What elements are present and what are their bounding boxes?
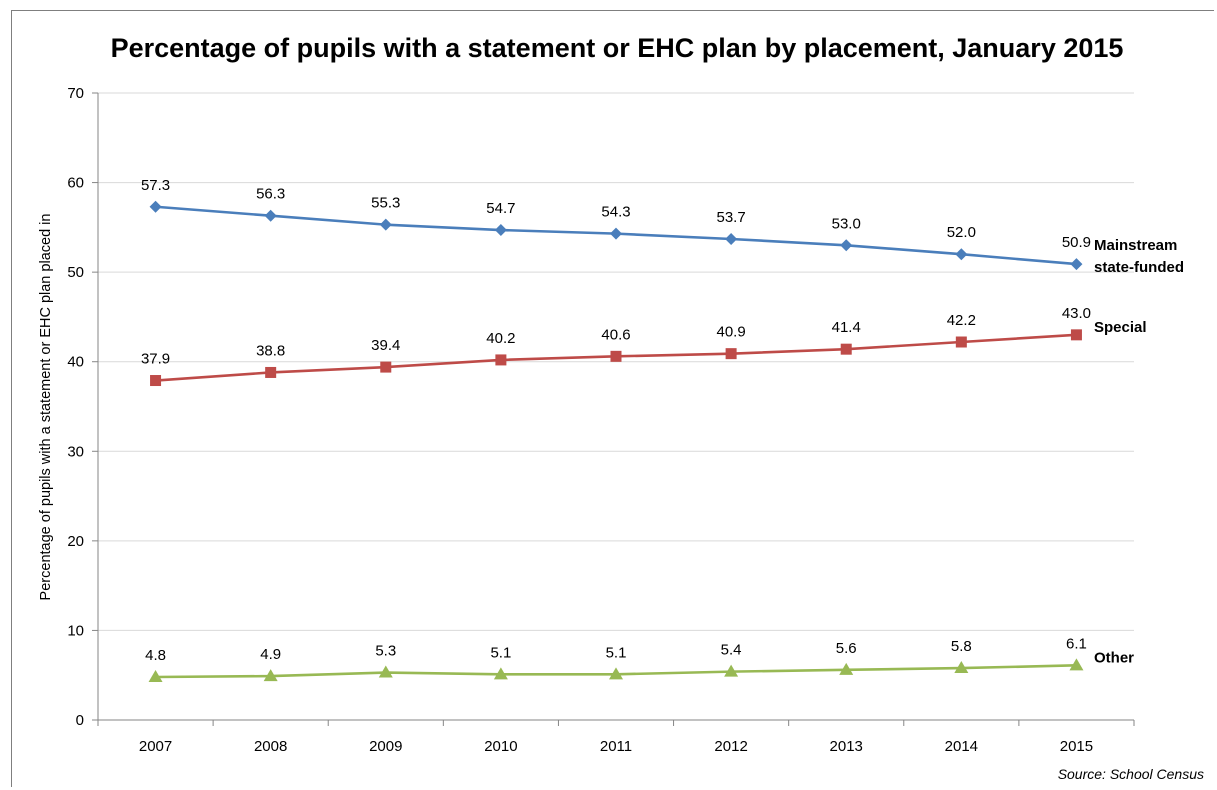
data-point-square <box>610 350 622 362</box>
data-point-diamond <box>149 200 162 213</box>
y-tick-label: 70 <box>67 85 84 102</box>
data-label: 54.7 <box>486 200 515 217</box>
data-point-square <box>955 336 967 348</box>
data-label: 5.3 <box>375 643 396 660</box>
series-layer: 57.3 56.3 55.3 54.7 54.3 53.7 53.0 52.0 50.9 Main… <box>141 177 1184 683</box>
data-label: 40.2 <box>486 330 515 347</box>
series-name-label: Mainstream <box>1094 237 1177 254</box>
data-point-triangle <box>148 670 163 683</box>
y-tick-label: 20 <box>67 533 84 550</box>
data-point-diamond <box>610 227 622 240</box>
series-group: 57.3 56.3 55.3 54.7 54.3 53.7 53.0 52.0 50.9 Main… <box>141 177 1184 276</box>
x-tick-label: 2013 <box>830 738 863 755</box>
data-label: 54.3 <box>601 204 630 221</box>
data-label: 57.3 <box>141 177 170 194</box>
data-point-triangle <box>609 667 623 680</box>
data-point-triangle <box>493 667 508 680</box>
data-label: 42.2 <box>947 312 976 329</box>
data-label: 41.4 <box>832 319 861 336</box>
data-label: 5.1 <box>490 644 511 661</box>
data-label: 40.6 <box>601 326 630 343</box>
data-point-diamond <box>264 209 277 222</box>
data-label: 52.0 <box>947 224 976 241</box>
data-point-triangle <box>954 661 969 674</box>
data-point-triangle <box>724 664 739 677</box>
data-point-square <box>380 361 392 373</box>
y-tick-label: 10 <box>67 622 84 639</box>
x-tick-label: 2015 <box>1060 738 1093 755</box>
data-point-square <box>150 375 162 387</box>
data-label: 56.3 <box>256 186 285 203</box>
y-tick-label: 60 <box>67 175 84 192</box>
data-point-square <box>1070 329 1082 341</box>
data-point-square <box>840 343 852 355</box>
data-label: 39.4 <box>371 337 400 354</box>
data-point-square <box>265 366 277 378</box>
x-tick-label: 2010 <box>484 738 517 755</box>
x-tick-label: 2008 <box>254 738 287 755</box>
x-tick-label: 2012 <box>714 738 747 755</box>
data-point-triangle <box>839 662 854 675</box>
data-label: 5.1 <box>606 644 627 661</box>
data-label: 4.9 <box>260 646 281 663</box>
data-point-diamond <box>955 248 968 261</box>
data-label: 6.1 <box>1066 635 1087 652</box>
data-point-diamond <box>840 239 853 252</box>
y-tick-label: 30 <box>67 443 84 460</box>
series-name-label: Other <box>1094 649 1134 666</box>
data-point-diamond <box>1070 258 1083 271</box>
x-tick-label: 2007 <box>139 738 172 755</box>
series-group: 4.8 4.9 5.3 5.1 5.1 5.4 5.6 5.8 6.1 Other <box>145 635 1134 683</box>
x-tick-label: 2011 <box>600 738 632 755</box>
y-tick-label: 0 <box>76 712 84 729</box>
x-tick-label: 2009 <box>369 738 402 755</box>
data-point-triangle <box>378 665 393 678</box>
data-label: 43.0 <box>1062 305 1091 322</box>
data-label: 5.6 <box>836 640 857 657</box>
data-point-diamond <box>494 224 507 237</box>
data-point-triangle <box>1069 658 1084 671</box>
series-group: 37.9 38.8 39.4 40.2 40.6 40.9 41.4 42.2 43.0Spec… <box>141 305 1147 387</box>
data-label: 53.0 <box>832 215 861 232</box>
data-label: 5.8 <box>951 638 972 655</box>
data-label: 37.9 <box>141 351 170 368</box>
y-tick-label: 40 <box>67 354 84 371</box>
data-label: 50.9 <box>1062 234 1091 251</box>
axes: 0 10 20 30 40 50 60 70 2007 2008 2009 2010 2011 2012 2… <box>67 85 1135 755</box>
y-axis-label: Percentage of pupils with a statement or… <box>38 214 54 601</box>
chart-title: Percentage of pupils with a statement or… <box>111 33 1124 63</box>
data-label: 4.8 <box>145 647 166 664</box>
source-note: Source: School Census <box>1058 766 1204 782</box>
series-name-label: state-funded <box>1094 259 1184 276</box>
x-tick-label: 2014 <box>945 738 978 755</box>
data-label: 55.3 <box>371 195 400 212</box>
y-tick-label: 50 <box>67 264 84 281</box>
data-point-square <box>725 348 737 360</box>
data-point-diamond <box>379 218 392 231</box>
chart-frame <box>11 10 1214 787</box>
data-point-square <box>495 354 507 366</box>
data-point-triangle <box>263 669 278 682</box>
series-name-label: Special <box>1094 319 1147 336</box>
data-label: 53.7 <box>717 209 746 226</box>
data-point-diamond <box>725 233 738 246</box>
data-label: 40.9 <box>717 324 746 341</box>
data-label: 5.4 <box>721 642 742 659</box>
data-label: 38.8 <box>256 342 285 359</box>
